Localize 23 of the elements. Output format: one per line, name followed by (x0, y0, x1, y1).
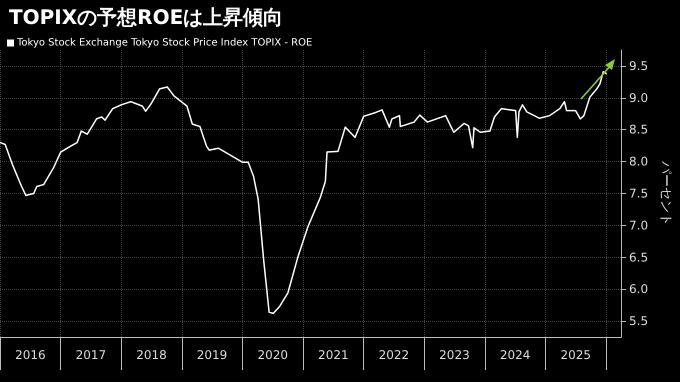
x-tick-label: 2016 (15, 348, 46, 362)
y-tick-label: 8.0 (629, 154, 648, 169)
x-tick-label: 2018 (136, 348, 167, 362)
y-tick-label: 7.0 (629, 218, 648, 232)
x-tick-label: 2023 (439, 348, 470, 362)
x-tick-label: 2021 (318, 348, 349, 362)
y-tick-label: 9.5 (629, 58, 648, 73)
line-series (0, 70, 607, 314)
y-axis-title: パーセント (658, 160, 673, 226)
y-tick-label: 7.5 (629, 186, 648, 200)
legend-label: Tokyo Stock Exchange Tokyo Stock Price Index TOPIX - ROE (16, 38, 312, 48)
chart-title: TOPIXの予想ROEは上昇傾向 (9, 5, 284, 29)
x-tick-label: 2019 (196, 348, 228, 362)
y-tick-label: 6.0 (629, 282, 648, 296)
y-tick-label: 6.5 (629, 250, 648, 264)
x-tick-label: 2025 (560, 348, 591, 362)
x-tick-label: 2017 (76, 348, 106, 362)
x-tick-label: 2024 (500, 348, 530, 362)
x-tick-label: 2020 (257, 348, 288, 362)
x-tick-label: 2022 (378, 348, 410, 362)
y-tick-label: 5.5 (629, 314, 648, 328)
y-tick-label: 9.0 (629, 90, 648, 105)
y-tick-label: 8.5 (629, 122, 648, 137)
